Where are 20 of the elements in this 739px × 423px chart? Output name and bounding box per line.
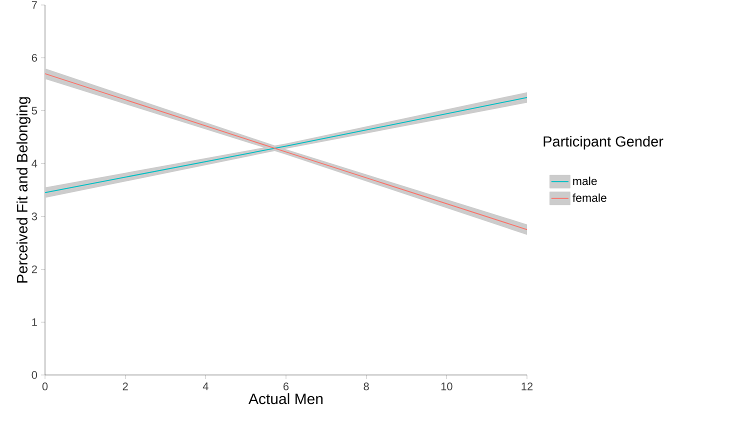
legend-title: Participant Gender <box>544 136 664 150</box>
x-tick-label: 4 <box>202 382 208 390</box>
x-tick-label: 0 <box>42 382 48 390</box>
x-tick-label: 6 <box>284 382 289 390</box>
x-tick-label: 2 <box>122 382 128 390</box>
x-axis-title: Actual Men <box>248 393 323 404</box>
y-tick-label: 4 <box>32 160 38 168</box>
y-tick-label: 6 <box>32 54 37 62</box>
y-axis-title: Perceived Fit and Belonging <box>16 97 30 283</box>
legend-label: female <box>572 194 606 202</box>
y-tick-label: 1 <box>32 318 37 326</box>
y-tick-label: 7 <box>32 1 37 9</box>
y-tick-label: 3 <box>32 212 37 220</box>
y-tick-label: 2 <box>32 265 37 274</box>
x-tick-label: 12 <box>522 382 533 390</box>
x-tick-label: 8 <box>364 382 369 390</box>
legend-label: male <box>573 176 597 186</box>
x-tick-label: 10 <box>441 382 452 390</box>
y-tick-label: 5 <box>32 106 38 115</box>
y-tick-label: 0 <box>32 371 38 379</box>
